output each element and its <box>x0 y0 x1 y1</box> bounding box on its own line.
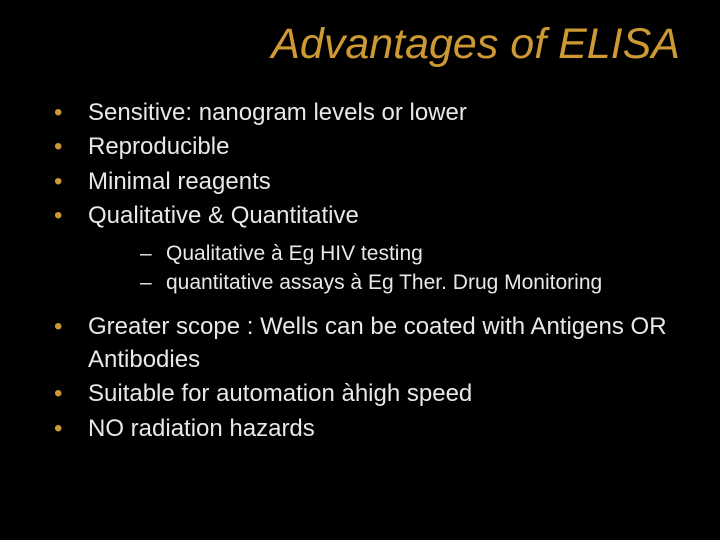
sub-list-item: – quantitative assays à Eg Ther. Drug Mo… <box>88 268 690 297</box>
bullet-icon: • <box>54 413 62 445</box>
list-item-text: Qualitative & Quantitative <box>88 202 359 229</box>
list-item-text: Reproducible <box>88 133 229 160</box>
sub-list-item-text: quantitative assays à Eg Ther. Drug Moni… <box>166 271 602 294</box>
list-item-text: Suitable for automation àhigh speed <box>88 380 472 407</box>
list-item-text: Minimal reagents <box>88 168 271 195</box>
list-item: • Greater scope : Wells can be coated wi… <box>40 311 690 376</box>
list-item-text: Greater scope : Wells can be coated with… <box>88 313 667 372</box>
slide-title: Advantages of ELISA <box>30 20 680 69</box>
bullet-icon: • <box>54 378 62 410</box>
list-item: • Reproducible <box>40 131 690 163</box>
list-item-text: NO radiation hazards <box>88 415 315 442</box>
list-item: • Suitable for automation àhigh speed <box>40 378 690 410</box>
bullet-icon: • <box>54 166 62 198</box>
slide: Advantages of ELISA • Sensitive: nanogra… <box>0 0 720 540</box>
sub-list-item-text: Qualitative à Eg HIV testing <box>166 242 423 265</box>
list-item: • NO radiation hazards <box>40 413 690 445</box>
dash-icon: – <box>140 268 152 297</box>
bullet-icon: • <box>54 200 62 232</box>
list-item: • Qualitative & Quantitative – Qualitati… <box>40 200 690 297</box>
sub-list-item: – Qualitative à Eg HIV testing <box>88 239 690 268</box>
dash-icon: – <box>140 239 152 268</box>
bullet-icon: • <box>54 131 62 163</box>
list-item: • Minimal reagents <box>40 166 690 198</box>
list-item-text: Sensitive: nanogram levels or lower <box>88 99 467 126</box>
sub-list: – Qualitative à Eg HIV testing – quantit… <box>88 239 690 298</box>
list-item: • Sensitive: nanogram levels or lower <box>40 97 690 129</box>
bullet-icon: • <box>54 311 62 343</box>
bullet-icon: • <box>54 97 62 129</box>
bullet-list: • Sensitive: nanogram levels or lower • … <box>40 97 690 445</box>
